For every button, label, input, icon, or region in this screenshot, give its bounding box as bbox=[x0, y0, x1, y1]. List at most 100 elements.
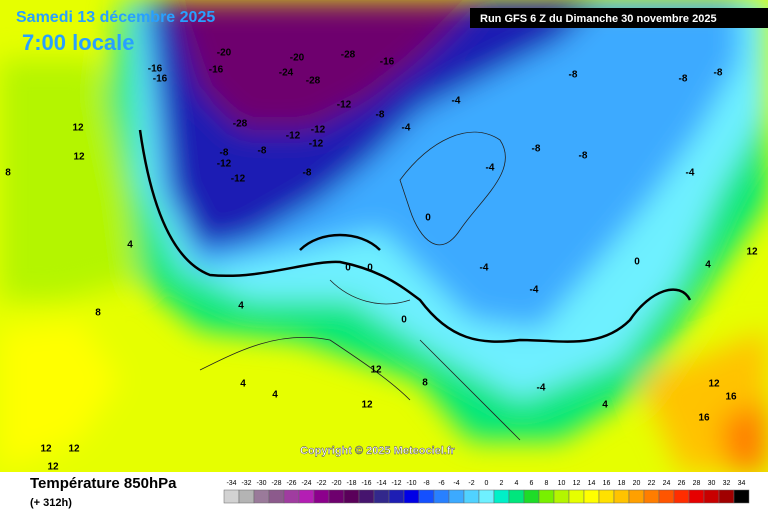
legend-swatch bbox=[238, 489, 255, 504]
legend-label: 20 bbox=[633, 480, 641, 487]
legend-label: -6 bbox=[438, 480, 444, 487]
legend-label: 10 bbox=[558, 480, 566, 487]
copyright: Copyright © 2025 Meteociel.fr bbox=[300, 445, 456, 457]
legend-swatch bbox=[598, 489, 615, 504]
map-label: 4 bbox=[240, 379, 246, 390]
legend-label: -26 bbox=[286, 480, 296, 487]
map-label: -4 bbox=[530, 285, 539, 296]
map-label: -4 bbox=[686, 168, 695, 179]
map-label: -12 bbox=[311, 125, 326, 136]
map-label: 0 bbox=[345, 263, 351, 274]
legend-swatch bbox=[283, 489, 300, 504]
legend-label: 30 bbox=[708, 480, 716, 487]
map-label: -8 bbox=[714, 68, 723, 79]
legend-swatch bbox=[703, 489, 720, 504]
legend-label: 4 bbox=[515, 480, 519, 487]
map-label: -12 bbox=[231, 174, 246, 185]
legend-swatch bbox=[718, 489, 735, 504]
temperature-field bbox=[0, 0, 768, 472]
legend-label: 14 bbox=[588, 480, 596, 487]
map-label: 0 bbox=[367, 263, 373, 274]
map-label: -16 bbox=[209, 65, 224, 76]
map-label: 12 bbox=[746, 247, 758, 258]
legend-swatch bbox=[388, 489, 405, 504]
map-label: -20 bbox=[217, 48, 232, 59]
legend-swatch bbox=[223, 489, 240, 504]
legend-label: -24 bbox=[301, 480, 311, 487]
map-label: 8 bbox=[95, 308, 101, 319]
legend-swatch bbox=[688, 489, 705, 504]
map-label: -4 bbox=[486, 163, 495, 174]
map-label: -28 bbox=[306, 76, 321, 87]
map-label: -12 bbox=[337, 100, 352, 111]
map-label: 4 bbox=[272, 390, 278, 401]
legend-label: -10 bbox=[406, 480, 416, 487]
lead-time: (+ 312h) bbox=[30, 497, 72, 509]
map-label: 12 bbox=[72, 123, 84, 134]
map-label: -8 bbox=[220, 148, 229, 159]
map-label: -8 bbox=[579, 151, 588, 162]
map-label: 0 bbox=[401, 315, 407, 326]
map-label: -16 bbox=[153, 74, 168, 85]
legend-label: -30 bbox=[256, 480, 266, 487]
legend-label: -28 bbox=[271, 480, 281, 487]
legend-label: 2 bbox=[500, 480, 504, 487]
legend-label: -16 bbox=[361, 480, 371, 487]
legend-label: 18 bbox=[618, 480, 626, 487]
map-label: -12 bbox=[217, 159, 232, 170]
legend-label: 32 bbox=[723, 480, 731, 487]
legend-label: 28 bbox=[693, 480, 701, 487]
legend-swatch bbox=[478, 489, 495, 504]
map-label: 12 bbox=[708, 379, 720, 390]
legend-swatch bbox=[493, 489, 510, 504]
legend-swatch bbox=[433, 489, 450, 504]
legend-label: 0 bbox=[485, 480, 489, 487]
legend-swatch bbox=[418, 489, 435, 504]
map-label: 12 bbox=[47, 462, 59, 473]
map-label: -8 bbox=[532, 144, 541, 155]
map-label: -8 bbox=[679, 74, 688, 85]
map-label: -20 bbox=[290, 53, 305, 64]
map-label: -4 bbox=[480, 263, 489, 274]
legend-label: -8 bbox=[423, 480, 429, 487]
legend-swatch bbox=[508, 489, 525, 504]
legend-label: 22 bbox=[648, 480, 656, 487]
legend-label: 34 bbox=[738, 480, 746, 487]
map-label: 8 bbox=[422, 378, 428, 389]
map-label: -4 bbox=[537, 383, 546, 394]
legend-swatch bbox=[403, 489, 420, 504]
map-label: 8 bbox=[5, 168, 11, 179]
map-label: 16 bbox=[698, 413, 710, 424]
legend-swatch bbox=[448, 489, 465, 504]
map-label: -4 bbox=[402, 123, 411, 134]
map-label: 12 bbox=[73, 152, 85, 163]
legend-label: -34 bbox=[226, 480, 236, 487]
legend-label: 26 bbox=[678, 480, 686, 487]
map-label: -28 bbox=[341, 50, 356, 61]
legend-swatch bbox=[613, 489, 630, 504]
map-label: -16 bbox=[380, 57, 395, 68]
legend-label: -32 bbox=[241, 480, 251, 487]
legend-swatch bbox=[298, 489, 315, 504]
legend-swatch bbox=[313, 489, 330, 504]
map-label: 4 bbox=[705, 260, 711, 271]
legend-label: -2 bbox=[468, 480, 474, 487]
legend-swatch bbox=[733, 489, 750, 504]
map-label: -28 bbox=[233, 119, 248, 130]
legend-swatch bbox=[373, 489, 390, 504]
legend-label: -14 bbox=[376, 480, 386, 487]
map-label: -16 bbox=[148, 64, 163, 75]
map-label: 16 bbox=[725, 392, 737, 403]
date: Samedi 13 décembre 2025 bbox=[16, 9, 215, 26]
map-label: -12 bbox=[309, 139, 324, 150]
legend-label: -20 bbox=[331, 480, 341, 487]
legend-label: 12 bbox=[573, 480, 581, 487]
legend-swatch bbox=[268, 489, 285, 504]
legend-label: -12 bbox=[391, 480, 401, 487]
time: 7:00 locale bbox=[22, 30, 135, 55]
map-label: 12 bbox=[68, 444, 80, 455]
run-box bbox=[470, 8, 768, 28]
legend-title: Température 850hPa bbox=[30, 475, 177, 492]
legend-swatch bbox=[553, 489, 570, 504]
